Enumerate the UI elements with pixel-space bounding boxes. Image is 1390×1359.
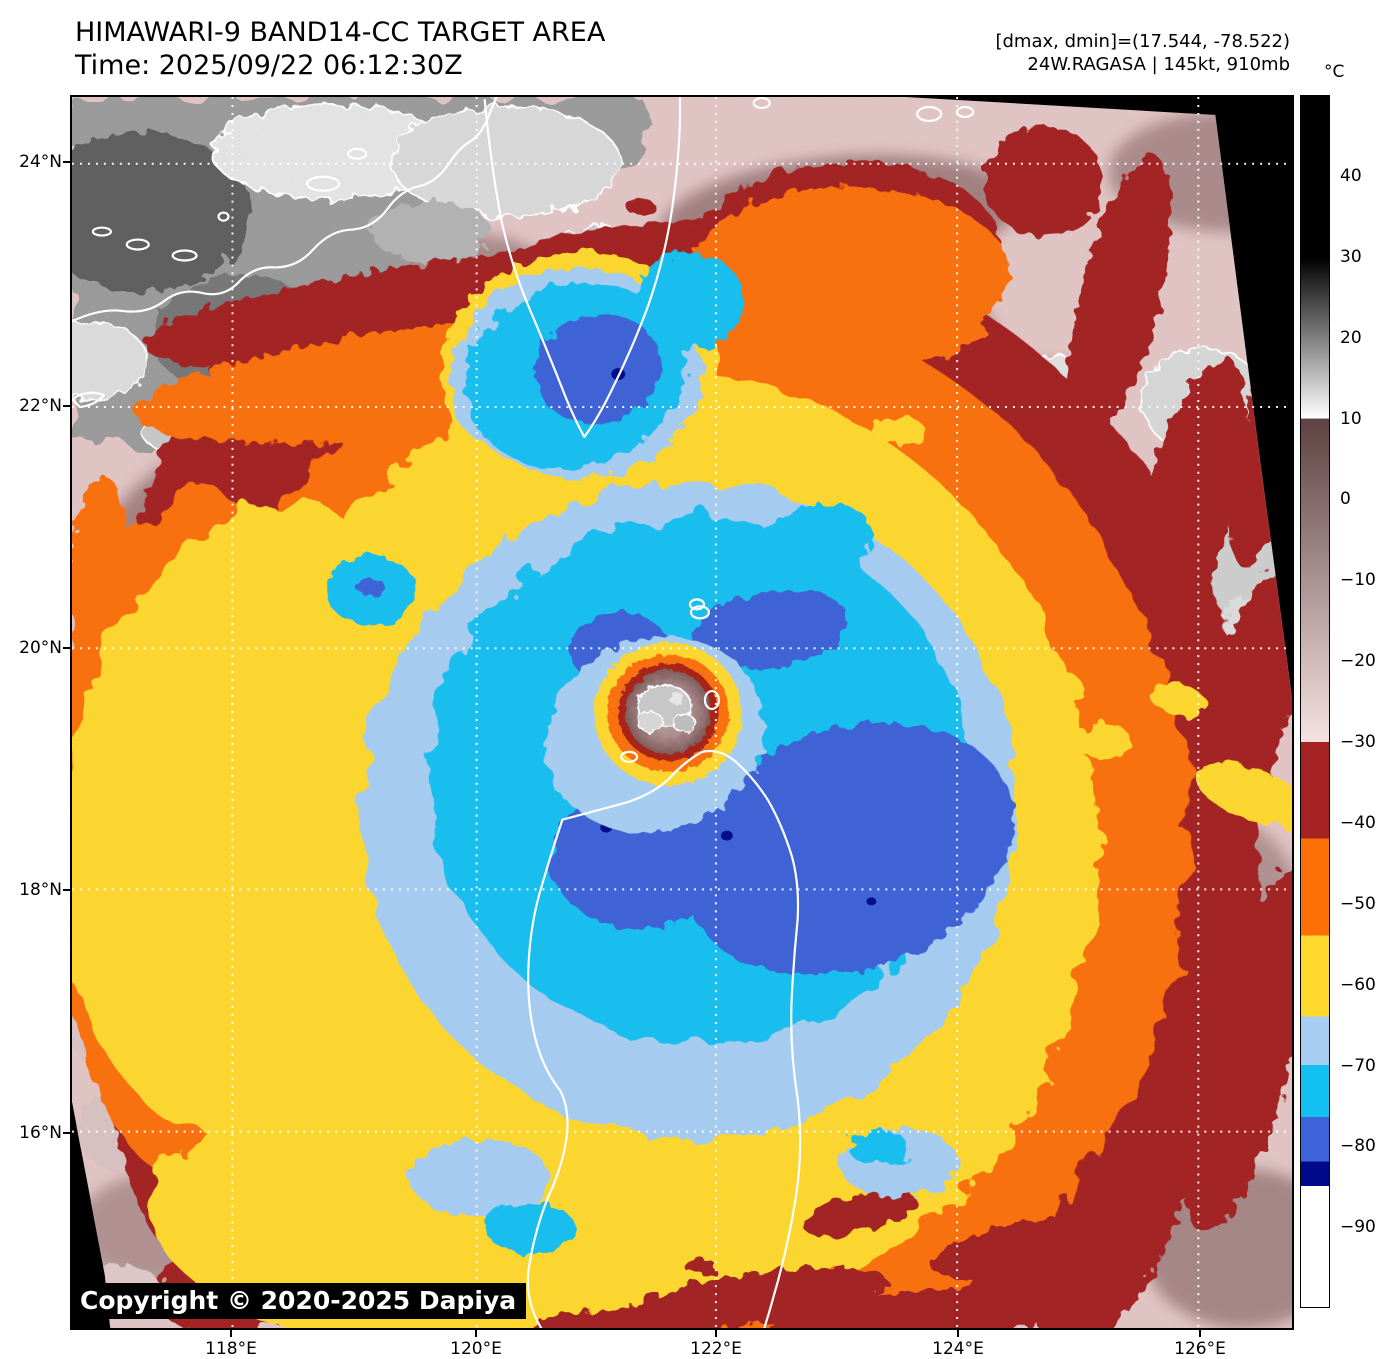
- axis-tick: [715, 1330, 717, 1337]
- colorbar-tick: −90: [1340, 1217, 1376, 1237]
- satellite-map: [72, 97, 1292, 1328]
- data-swath: [72, 97, 1292, 1328]
- figure-time: Time: 2025/09/22 06:12:30Z: [75, 50, 463, 81]
- lon-label: 122°E: [690, 1339, 742, 1359]
- colorbar-tick: −40: [1340, 813, 1376, 833]
- copyright-label: Copyright © 2020-2025 Dapiya: [70, 1283, 527, 1319]
- colorbar: [1300, 95, 1330, 1308]
- graticule: [72, 97, 1292, 1328]
- title-block: HIMAWARI-9 BAND14-CC TARGET AREA Time: 2…: [75, 16, 605, 82]
- axis-tick: [63, 647, 70, 649]
- axis-tick: [63, 889, 70, 891]
- colorbar-tick: −70: [1340, 1056, 1376, 1076]
- axis-tick: [957, 1330, 959, 1337]
- colorbar-tick: 40: [1340, 166, 1362, 186]
- lat-label: 16°N: [19, 1123, 62, 1143]
- colorbar-tick: 20: [1340, 328, 1362, 348]
- colorbar-tick: −60: [1340, 975, 1376, 995]
- header-right: [dmax, dmin]=(17.544, -78.522) 24W.RAGAS…: [995, 30, 1290, 76]
- lat-label: 18°N: [19, 880, 62, 900]
- colorbar-tick: −20: [1340, 651, 1376, 671]
- axis-tick: [63, 405, 70, 407]
- lat-label: 22°N: [19, 396, 62, 416]
- axis-tick: [63, 161, 70, 163]
- colorbar-unit-label: °C: [1324, 62, 1345, 82]
- map-plot: Copyright © 2020-2025 Dapiya: [70, 95, 1294, 1330]
- axis-tick: [475, 1330, 477, 1337]
- coastlines: [72, 97, 975, 1328]
- lon-label: 124°E: [932, 1339, 984, 1359]
- lon-label: 120°E: [450, 1339, 502, 1359]
- colorbar-tick: −50: [1340, 894, 1376, 914]
- luzon-coastline: [526, 749, 802, 1328]
- axis-tick: [230, 1330, 232, 1337]
- colorbar-tick: −10: [1340, 570, 1376, 590]
- china-coastline: [72, 97, 498, 323]
- noise-texture: [72, 97, 1292, 1328]
- figure-title: HIMAWARI-9 BAND14-CC TARGET AREA: [75, 17, 606, 48]
- colorbar-tick: −80: [1340, 1136, 1376, 1156]
- axis-tick: [63, 1132, 70, 1134]
- colorbar-tick: −30: [1340, 732, 1376, 752]
- dmax-dmin-readout: [dmax, dmin]=(17.544, -78.522): [995, 31, 1290, 52]
- colorbar-tick: 30: [1340, 247, 1362, 267]
- lat-label: 20°N: [19, 638, 62, 658]
- colorbar-tick: 10: [1340, 409, 1362, 429]
- storm-info: 24W.RAGASA | 145kt, 910mb: [1027, 54, 1290, 75]
- taiwan-coastline: [483, 97, 682, 438]
- axis-tick: [1199, 1330, 1201, 1337]
- lon-label: 126°E: [1174, 1339, 1226, 1359]
- lat-label: 24°N: [19, 152, 62, 172]
- lon-label: 118°E: [205, 1339, 257, 1359]
- colorbar-tick: 0: [1340, 489, 1351, 509]
